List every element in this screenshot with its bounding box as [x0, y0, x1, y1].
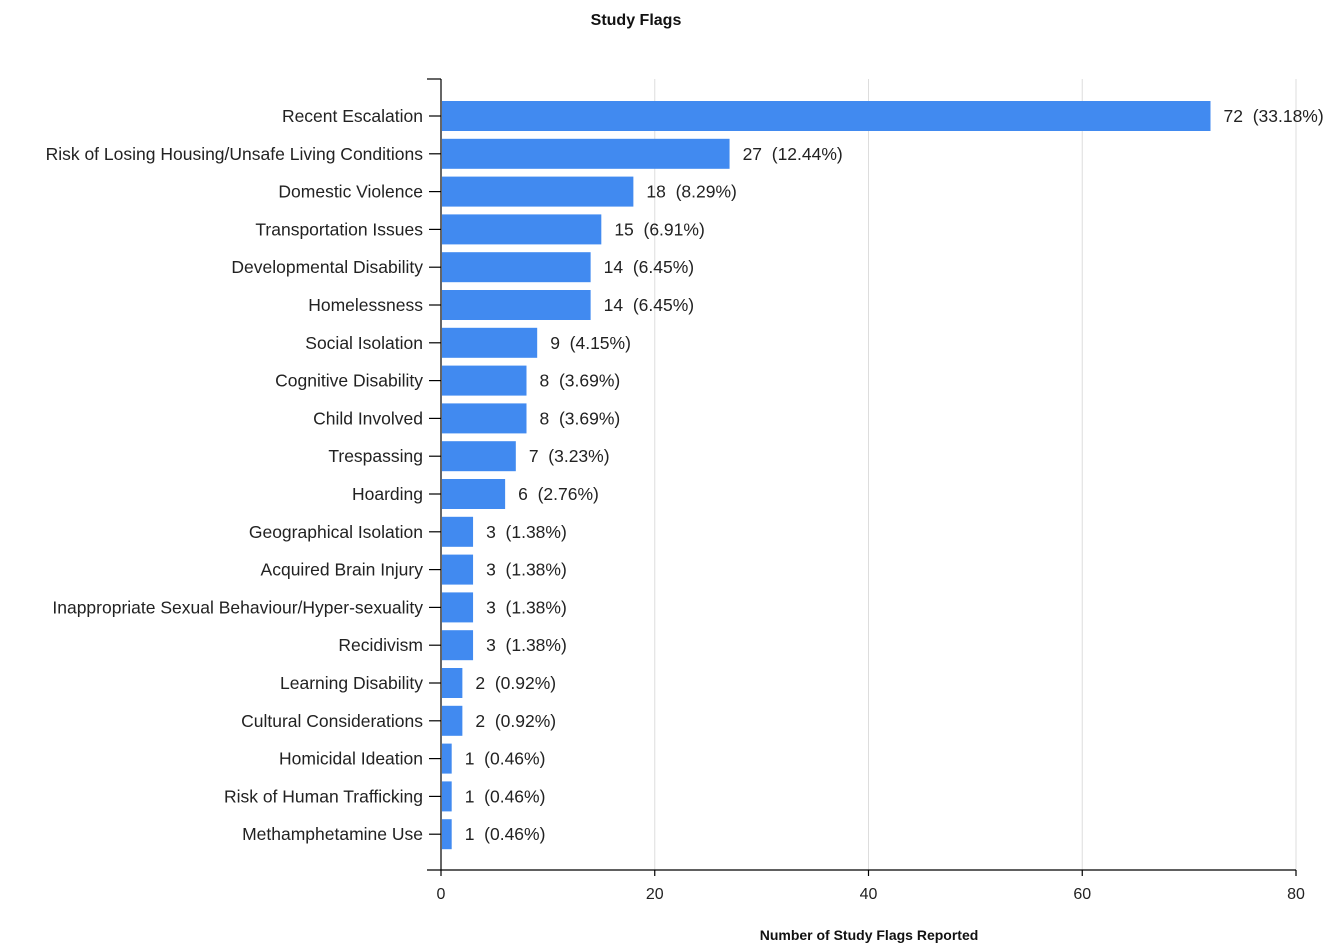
bar — [442, 668, 463, 698]
data-label: 14 (6.45%) — [604, 257, 694, 277]
bar — [442, 252, 591, 283]
bar — [442, 592, 474, 623]
data-label: 2 (0.92%) — [475, 711, 556, 731]
x-tick-label: 20 — [646, 886, 664, 903]
bars: 72 (33.18%) 27 (12.44%) 18 (8.29%) 15 (6.91… — [442, 101, 1324, 850]
category-label: Homicidal Ideation — [279, 749, 423, 769]
category-label: Acquired Brain Injury — [261, 560, 424, 580]
category-label: Recidivism — [338, 635, 423, 655]
x-tick-label: 40 — [860, 886, 878, 903]
bar — [442, 781, 452, 812]
category-label: Transportation Issues — [255, 219, 423, 239]
category-label: Child Involved — [313, 408, 423, 428]
bar — [442, 101, 1211, 131]
bar — [442, 403, 527, 434]
bar — [442, 176, 634, 207]
data-label: 3 (1.38%) — [486, 597, 567, 617]
data-label: 72 (33.18%) — [1224, 106, 1324, 126]
category-label: Developmental Disability — [231, 257, 423, 277]
data-label: 15 (6.91%) — [614, 219, 704, 239]
data-label: 18 (8.29%) — [646, 182, 736, 202]
bar — [442, 743, 452, 774]
category-label: Recent Escalation — [282, 106, 423, 126]
axes: 0 20 40 60 80 Recent Escalation Risk of Losing… — [46, 78, 1305, 903]
x-axis-label: Number of Study Flags Reported — [760, 927, 979, 943]
data-label: 1 (0.46%) — [465, 824, 546, 844]
data-label: 3 (1.38%) — [486, 560, 567, 580]
data-label: 2 (0.92%) — [475, 673, 556, 693]
bar — [442, 214, 602, 245]
category-label: Social Isolation — [305, 333, 423, 353]
bar — [442, 479, 506, 509]
bar — [442, 327, 538, 358]
category-label: Risk of Losing Housing/Unsafe Living Con… — [46, 144, 424, 164]
data-label: 1 (0.46%) — [465, 786, 546, 806]
category-label: Methamphetamine Use — [242, 824, 423, 844]
x-tick-label: 80 — [1287, 886, 1305, 903]
category-label: Risk of Human Trafficking — [224, 786, 423, 806]
gridlines — [654, 79, 1297, 870]
data-label: 7 (3.23%) — [529, 446, 610, 466]
x-tick-label: 0 — [437, 886, 446, 903]
bar — [442, 630, 474, 661]
category-label: Geographical Isolation — [249, 522, 423, 542]
category-label: Homelessness — [308, 295, 423, 315]
data-label: 8 (3.69%) — [540, 408, 621, 428]
data-label: 9 (4.15%) — [550, 333, 631, 353]
category-label: Inappropriate Sexual Behaviour/Hyper-sex… — [52, 597, 423, 617]
category-label: Domestic Violence — [278, 182, 423, 202]
bar — [442, 705, 463, 736]
bar — [442, 441, 516, 472]
data-label: 3 (1.38%) — [486, 635, 567, 655]
category-label: Learning Disability — [280, 673, 423, 693]
bar — [442, 365, 527, 396]
category-label: Hoarding — [352, 484, 423, 504]
category-label: Cultural Considerations — [241, 711, 423, 731]
data-label: 3 (1.38%) — [486, 522, 567, 542]
category-label: Cognitive Disability — [275, 371, 423, 391]
data-label: 6 (2.76%) — [518, 484, 599, 504]
bar — [442, 516, 474, 547]
data-label: 8 (3.69%) — [540, 371, 621, 391]
bar — [442, 138, 730, 169]
data-label: 1 (0.46%) — [465, 749, 546, 769]
x-tick-label: 60 — [1073, 886, 1091, 903]
bar — [442, 819, 452, 850]
bar — [442, 290, 591, 320]
bar — [442, 554, 474, 585]
chart-title: Study Flags — [591, 12, 682, 29]
data-label: 27 (12.44%) — [743, 144, 843, 164]
category-label: Trespassing — [328, 446, 423, 466]
data-label: 14 (6.45%) — [604, 295, 694, 315]
